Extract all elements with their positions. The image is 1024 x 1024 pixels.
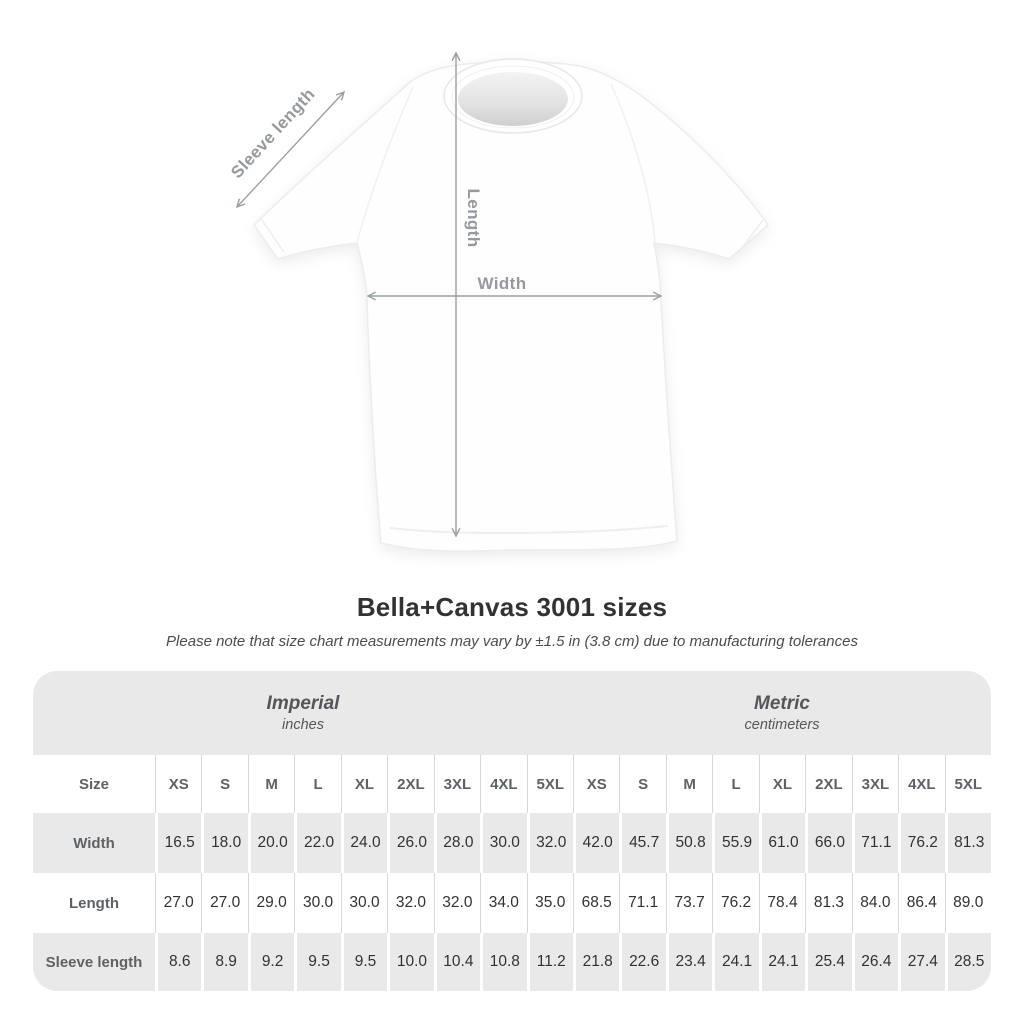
table-cell: 29.0 [247, 873, 295, 933]
table-cell: 26.0 [387, 813, 433, 873]
column-header: XS [155, 755, 202, 813]
table-cell: 10.4 [433, 933, 480, 991]
column-header: M [247, 755, 295, 813]
table-cell: 89.0 [944, 873, 991, 933]
imperial-unit: inches [282, 717, 324, 733]
table-cell: 73.7 [665, 873, 713, 933]
table-cell: 50.8 [665, 813, 712, 873]
metric-unit: centimeters [744, 717, 820, 733]
table-cell: 71.1 [851, 813, 898, 873]
width-label: Width [477, 274, 526, 293]
table-cell: 76.2 [712, 873, 759, 933]
tshirt-diagram: Sleeve length Length Width [227, 51, 770, 552]
table-cell: 42.0 [572, 813, 619, 873]
table-cell: 86.4 [898, 873, 945, 933]
table-cell: 27.0 [201, 873, 248, 933]
imperial-group-header: Imperial inches [33, 671, 573, 755]
column-header: M [665, 755, 713, 813]
row-label-length: Length [33, 873, 155, 933]
row-label-width: Width [73, 834, 115, 852]
table-cell: 61.0 [758, 813, 805, 873]
column-header: XS [572, 755, 620, 813]
column-header: L [712, 755, 759, 813]
table-cell: 26.4 [851, 933, 898, 991]
table-cell: 30.0 [294, 873, 341, 933]
table-cell: 24.0 [340, 813, 387, 873]
table-cell: 9.5 [340, 933, 387, 991]
table-cell: 71.1 [619, 873, 666, 933]
column-header: 4XL [898, 755, 945, 813]
table-cell: 27.4 [898, 933, 944, 991]
sleeve-length-arrow [235, 90, 346, 209]
column-header: S [201, 755, 248, 813]
table-cell: 24.1 [712, 933, 758, 991]
table-cell: 76.2 [898, 813, 944, 873]
table-cell: 66.0 [805, 813, 851, 873]
row-label-sleeve-length: Sleeve length [45, 953, 143, 971]
page-subtitle: Please note that size chart measurements… [166, 633, 858, 650]
table-cell: 68.5 [572, 873, 620, 933]
table-cell: 16.5 [155, 813, 201, 873]
imperial-label: Imperial [266, 693, 340, 714]
column-header: 3XL [851, 755, 899, 813]
table-cell: 84.0 [851, 873, 899, 933]
table-cell: 24.1 [758, 933, 805, 991]
table-cell: 35.0 [526, 873, 573, 933]
table-cell: 22.0 [294, 813, 340, 873]
column-header: 5XL [526, 755, 573, 813]
table-cell: 23.4 [665, 933, 712, 991]
column-header: 2XL [805, 755, 852, 813]
table-cell: 9.2 [247, 933, 294, 991]
table-cell: 9.5 [294, 933, 340, 991]
table-cell: 10.8 [480, 933, 526, 991]
table-cell: 30.0 [480, 813, 526, 873]
column-header: S [619, 755, 666, 813]
table-cell: 81.3 [944, 813, 991, 873]
column-header: 2XL [387, 755, 434, 813]
column-header: XL [340, 755, 388, 813]
table-cell: 55.9 [712, 813, 758, 873]
table-cell: 20.0 [247, 813, 294, 873]
table-cell: 8.9 [201, 933, 247, 991]
metric-label: Metric [754, 693, 810, 714]
table-cell: 11.2 [526, 933, 573, 991]
table-cell: 32.0 [433, 873, 481, 933]
table-cell: 28.0 [433, 813, 480, 873]
metric-group-header: Metric centimeters [573, 671, 991, 755]
page-title: Bella+Canvas 3001 sizes [356, 592, 668, 622]
column-header: 5XL [944, 755, 991, 813]
table-cell: 8.6 [155, 933, 201, 991]
table-cell: 32.0 [526, 813, 573, 873]
table-cell: 22.6 [619, 933, 665, 991]
column-header-size: Size [33, 755, 155, 813]
table-cell: 10.0 [387, 933, 433, 991]
table-cell: 78.4 [758, 873, 806, 933]
table-cell: 81.3 [805, 873, 852, 933]
length-label: Length [464, 188, 483, 247]
size-table: Imperial inches Metric centimeters Size … [33, 671, 991, 991]
tshirt-illustration [253, 58, 770, 552]
table-cell: 27.0 [155, 873, 202, 933]
column-header: XL [758, 755, 806, 813]
table-cell: 18.0 [201, 813, 247, 873]
column-header: 4XL [480, 755, 527, 813]
table-cell: 28.5 [944, 933, 991, 991]
column-header: L [294, 755, 341, 813]
table-cell: 34.0 [480, 873, 527, 933]
table-cell: 25.4 [805, 933, 851, 991]
column-header: 3XL [433, 755, 481, 813]
table-cell: 21.8 [572, 933, 619, 991]
table-cell: 45.7 [619, 813, 665, 873]
table-cell: 32.0 [387, 873, 434, 933]
table-cell: 30.0 [340, 873, 388, 933]
